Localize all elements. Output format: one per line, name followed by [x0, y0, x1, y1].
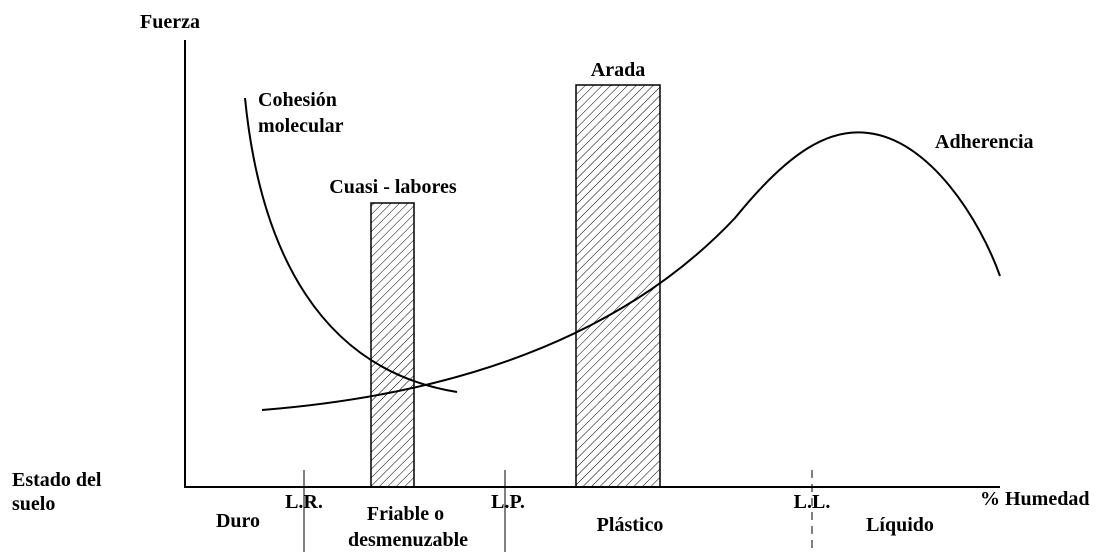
state-label-line: Friable o [367, 503, 444, 525]
bar [370, 202, 415, 488]
state-label: Plástico [597, 514, 664, 536]
limit-label: L.L. [794, 491, 831, 513]
curve-label: Cohesión molecular [258, 89, 344, 137]
state-label: Líquido [866, 514, 934, 536]
row-label-line: suelo [12, 493, 55, 515]
bar [575, 84, 661, 488]
row-label: Estado del suelo [12, 469, 106, 515]
state-label-line: desmenuzable [348, 529, 468, 551]
row-label-line: Estado del [12, 469, 102, 491]
state-label: Duro [216, 510, 260, 532]
bar-label: Cuasi - labores [329, 176, 457, 198]
limit-label: L.R. [285, 491, 323, 513]
adherence-curve [261, 131, 1001, 411]
curve-label-line: Cohesión [258, 89, 337, 111]
state-label: Friable o desmenuzable [348, 503, 468, 551]
x-axis-label: % Humedad [980, 488, 1089, 510]
limit-label: L.P. [491, 491, 525, 513]
bar-label: Arada [591, 59, 645, 81]
cohesion-curve [244, 97, 458, 393]
curve-label-line: molecular [258, 115, 344, 137]
y-axis-label: Fuerza [140, 11, 200, 33]
curve-label: Adherencia [935, 131, 1034, 153]
